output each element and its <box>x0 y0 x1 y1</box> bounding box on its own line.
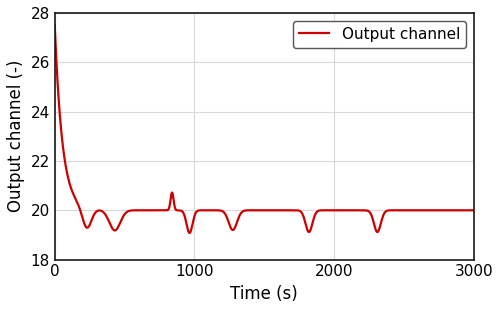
Line: Output channel: Output channel <box>54 25 474 233</box>
Output channel <box>382 210 388 214</box>
Output channel <box>76 204 82 208</box>
X-axis label: Time (s): Time (s) <box>230 285 298 303</box>
Output channel <box>186 231 192 235</box>
Output channel <box>314 210 320 213</box>
Output channel <box>52 24 58 27</box>
Y-axis label: Output channel (-): Output channel (-) <box>7 60 25 212</box>
Output channel <box>470 208 476 212</box>
Output channel <box>464 208 470 212</box>
Output channel <box>308 226 314 230</box>
Output channel <box>164 208 170 212</box>
Legend: Output channel: Output channel <box>292 20 466 48</box>
